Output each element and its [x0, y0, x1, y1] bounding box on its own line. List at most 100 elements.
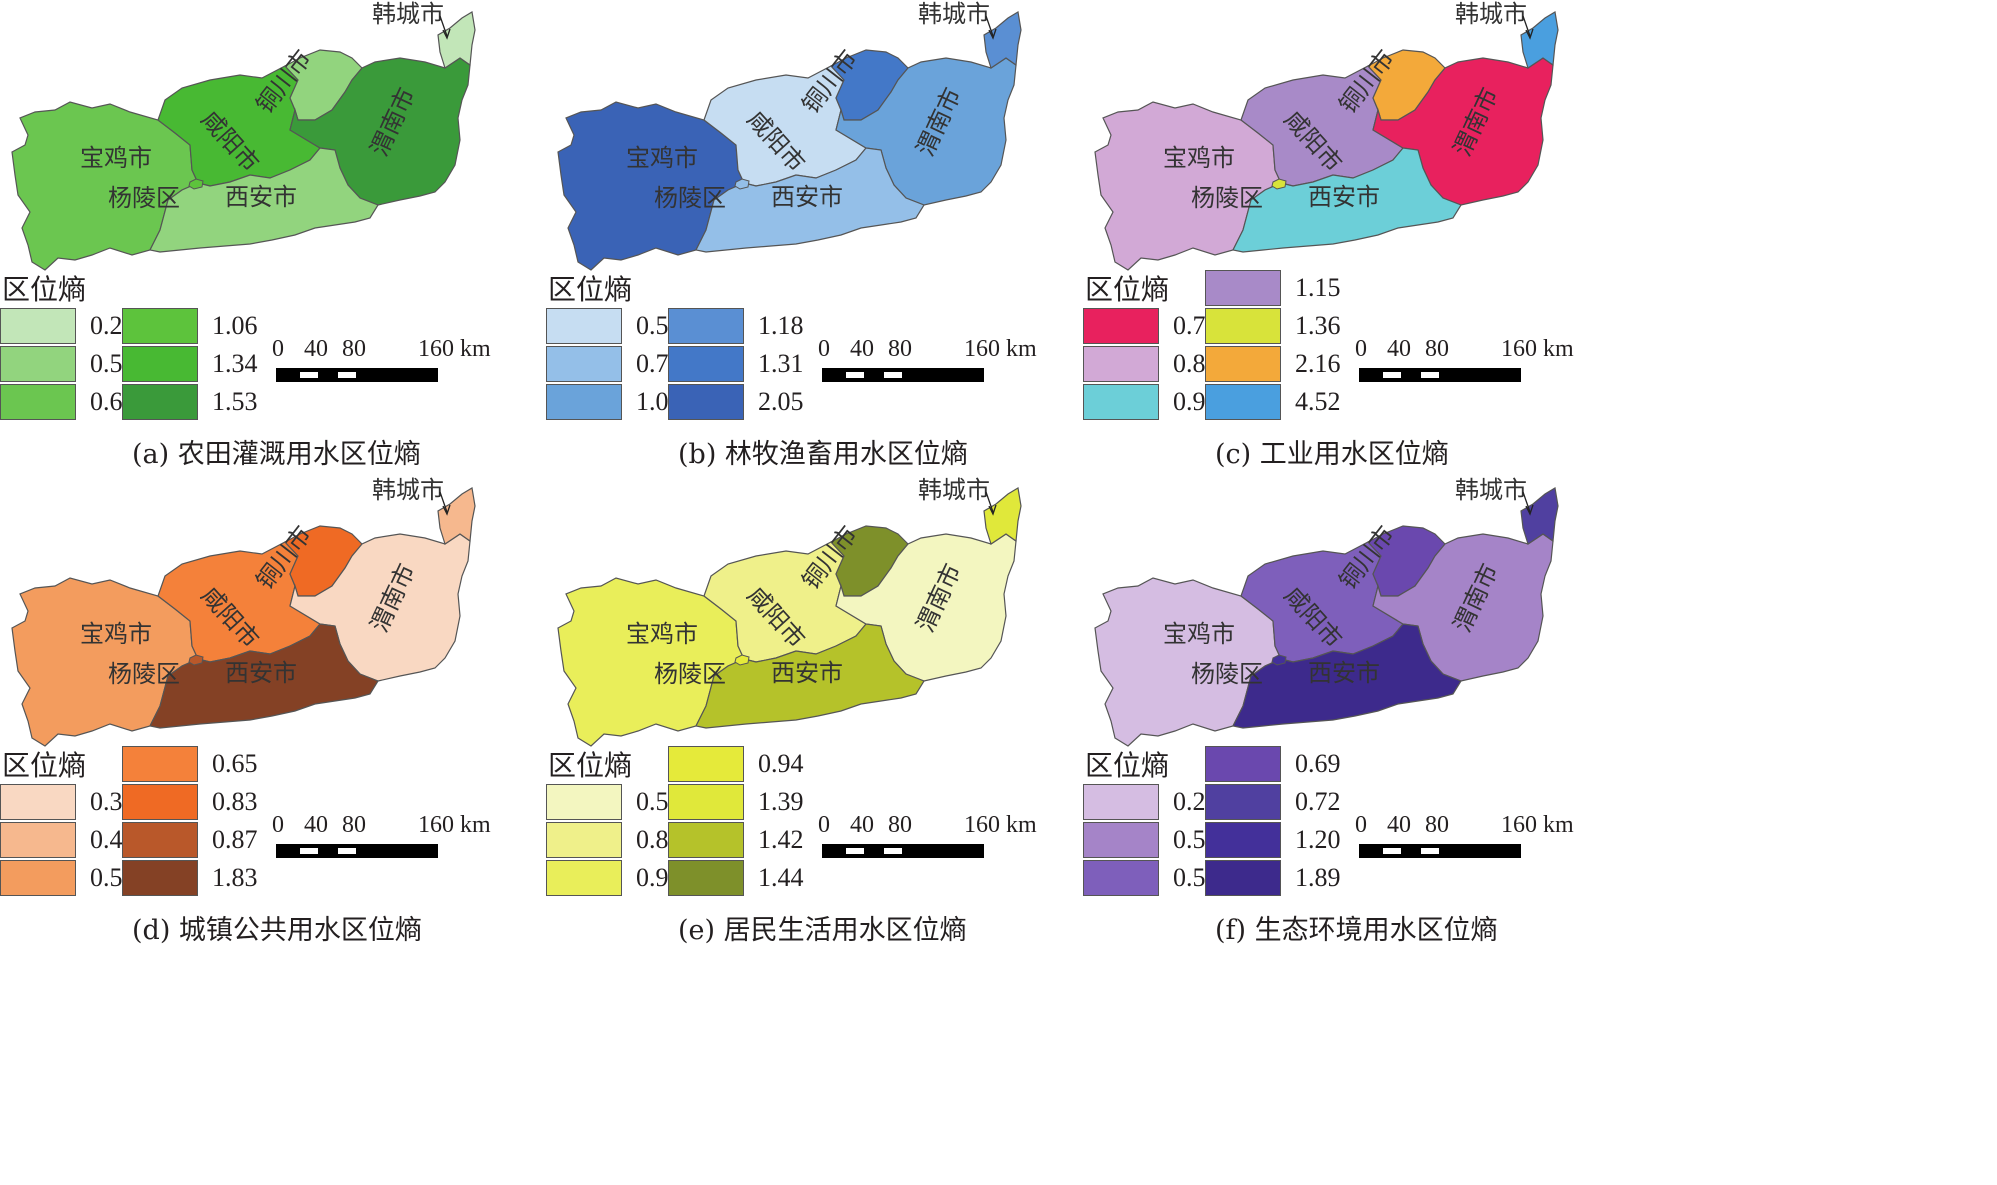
scale-tick-160: 160 km: [418, 336, 491, 362]
legend-value: 1.83: [212, 863, 258, 892]
hancheng-pointer-arrow: [442, 504, 451, 516]
legend-title: 区位熵: [2, 273, 87, 306]
legend-swatch: [122, 346, 198, 382]
legend-item: 0.51: [0, 346, 136, 382]
legend-swatch: [122, 822, 198, 858]
label-xian: 西安市: [771, 183, 843, 211]
legend-title: 区位熵: [548, 273, 633, 306]
legend-item: 0.50: [546, 784, 682, 820]
scale-tick-0: 0: [1355, 812, 1367, 838]
scale-tick-80: 80: [888, 336, 912, 362]
label-hancheng: 韩城市: [1455, 0, 1527, 28]
legend-swatch: [1205, 784, 1281, 820]
legend-swatch: [122, 384, 198, 420]
region-hancheng: [983, 487, 1022, 545]
label-hancheng: 韩城市: [918, 0, 990, 28]
legend-item: 0.76: [546, 346, 682, 382]
scale-labels: 0 40 80 160 km: [272, 812, 492, 842]
scale-tick-0: 0: [818, 336, 830, 362]
legend-value: 0.94: [758, 749, 804, 778]
scale-tick-40: 40: [304, 812, 328, 838]
map: 宝鸡市 杨陵区 西安市 咸阳市 铜川市 渭南市 韩城市: [11, 476, 476, 747]
legend-value: 1.15: [1295, 273, 1341, 302]
legend-item: 1.89: [1205, 860, 1341, 896]
legend-swatch: [546, 384, 622, 420]
region-hancheng: [1520, 11, 1559, 69]
legend-swatch: [0, 784, 76, 820]
legend-swatch: [1205, 384, 1281, 420]
scale-tick-80: 80: [342, 336, 366, 362]
map: 宝鸡市 杨陵区 西安市 咸阳市 铜川市 渭南市 韩城市: [1094, 0, 1559, 271]
map: 宝鸡市 杨陵区 西安市 咸阳市 铜川市 渭南市 韩城市: [11, 0, 476, 271]
map: 宝鸡市 杨陵区 西安市 咸阳市 铜川市 渭南市 韩城市: [557, 0, 1022, 271]
legend-item: 0.65: [122, 746, 258, 782]
legend-title: 区位熵: [1085, 749, 1170, 782]
legend-item: 1.20: [1205, 822, 1341, 858]
region-yangling: [188, 178, 204, 190]
hancheng-pointer: [1522, 15, 1531, 37]
legend-item: 0.82: [1083, 346, 1219, 382]
map: 宝鸡市 杨陵区 西安市 咸阳市 铜川市 渭南市 韩城市: [557, 476, 1022, 747]
label-yangling: 杨陵区: [1191, 184, 1263, 212]
panel-caption: (c) 工业用水区位熵: [1215, 439, 1449, 470]
legend-swatch: [668, 346, 744, 382]
legend-swatch: [0, 384, 76, 420]
scale-tick-40: 40: [1387, 812, 1411, 838]
region-weinan: [289, 533, 471, 682]
scale-tick-160: 160 km: [418, 812, 491, 838]
legend-item: 4.52: [1205, 384, 1341, 420]
region-xian: [149, 623, 379, 729]
scale-tick-80: 80: [342, 812, 366, 838]
panel-caption: (e) 居民生活用水区位熵: [678, 915, 967, 946]
label-baoji: 宝鸡市: [1163, 620, 1235, 648]
legend-swatch: [668, 822, 744, 858]
legend-swatch: [546, 860, 622, 896]
legend-value: 1.18: [758, 311, 804, 340]
hancheng-pointer-arrow: [988, 504, 997, 516]
legend-value: 1.36: [1295, 311, 1341, 340]
legend-swatch: [1083, 860, 1159, 896]
hancheng-pointer: [985, 491, 994, 513]
scale-tick-40: 40: [850, 336, 874, 362]
scale-tick-0: 0: [1355, 336, 1367, 362]
label-hancheng: 韩城市: [372, 0, 444, 28]
legend-item: 1.34: [122, 346, 258, 382]
legend-item: 0.65: [0, 384, 136, 420]
legend-swatch: [546, 346, 622, 382]
legend-item: 1.06: [122, 308, 258, 344]
label-hancheng: 韩城市: [1455, 476, 1527, 504]
legend-item: 1.15: [1205, 270, 1341, 306]
legend-swatch: [1205, 822, 1281, 858]
map: 宝鸡市 杨陵区 西安市 咸阳市 铜川市 渭南市 韩城市: [1094, 476, 1559, 747]
scale-tick-40: 40: [304, 336, 328, 362]
label-baoji: 宝鸡市: [80, 620, 152, 648]
scale-tick-160: 160 km: [964, 812, 1037, 838]
legend-swatch: [668, 308, 744, 344]
region-hancheng: [983, 11, 1022, 69]
legend-item: 1.42: [668, 822, 804, 858]
region-hancheng: [1520, 487, 1559, 545]
scale-bar: [276, 368, 438, 382]
hancheng-pointer: [439, 15, 448, 37]
map-panel-e: 宝鸡市 杨陵区 西安市 咸阳市 铜川市 渭南市 韩城市 区位熵 0.50 0.86…: [546, 476, 1206, 1066]
legend-item: 0.79: [1083, 308, 1219, 344]
region-xian: [149, 147, 379, 253]
legend-value: 2.05: [758, 387, 804, 416]
label-xian: 西安市: [771, 659, 843, 687]
region-xian: [1232, 147, 1462, 253]
legend-item: 0.87: [122, 822, 258, 858]
scale-tick-80: 80: [1425, 336, 1449, 362]
legend-swatch: [0, 346, 76, 382]
scale-labels: 0 40 80 160 km: [1355, 336, 1575, 366]
panel-caption: (d) 城镇公共用水区位熵: [132, 915, 422, 946]
legend-swatch: [668, 384, 744, 420]
legend-swatch: [122, 308, 198, 344]
label-yangling: 杨陵区: [654, 660, 726, 688]
label-xian: 西安市: [225, 183, 297, 211]
hancheng-pointer-arrow: [1525, 28, 1534, 40]
legend-swatch: [1205, 270, 1281, 306]
legend-item: 2.16: [1205, 346, 1341, 382]
legend-value: 0.83: [212, 787, 258, 816]
hancheng-pointer: [985, 15, 994, 37]
scale-bar: [1359, 844, 1521, 858]
